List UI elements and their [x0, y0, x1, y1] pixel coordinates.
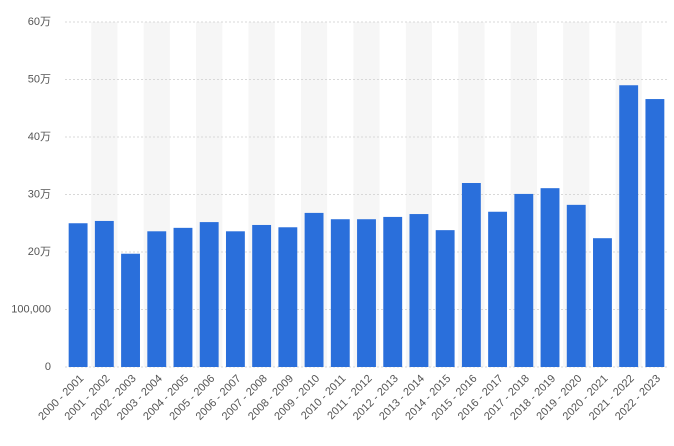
y-tick-label: 50万	[28, 73, 51, 85]
bar	[461, 183, 481, 367]
bar	[540, 188, 560, 367]
bar	[121, 253, 140, 367]
y-tick-label: 40万	[28, 131, 51, 143]
y-tick-label: 0	[45, 361, 51, 373]
bar	[252, 224, 272, 367]
bar	[566, 204, 586, 367]
bar	[645, 99, 665, 368]
bar	[383, 216, 403, 367]
y-tick-label: 20万	[28, 246, 51, 258]
y-tick-label: 60万	[28, 16, 51, 28]
bar	[278, 227, 298, 367]
y-tick-label: 30万	[28, 188, 51, 200]
bar	[357, 219, 376, 367]
bar	[68, 223, 88, 367]
bar	[304, 212, 324, 367]
bar	[330, 219, 350, 367]
bar	[199, 222, 219, 367]
y-tick-label: 100,000	[11, 303, 51, 315]
bar	[435, 230, 455, 367]
bar	[619, 85, 639, 367]
bar	[225, 231, 245, 367]
bar	[409, 214, 429, 367]
bar	[173, 227, 193, 367]
bar	[147, 231, 167, 367]
bar	[593, 238, 612, 367]
bar	[514, 193, 534, 367]
bar	[94, 220, 114, 367]
bar	[488, 211, 508, 367]
